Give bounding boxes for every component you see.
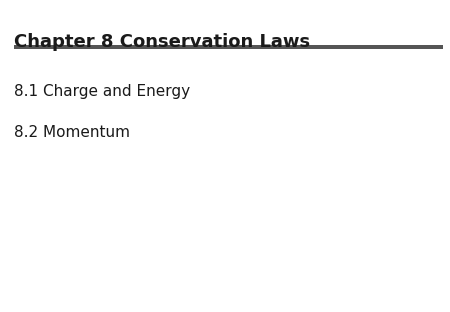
Text: 8.2 Momentum: 8.2 Momentum — [14, 125, 130, 140]
Text: Chapter 8 Conservation Laws: Chapter 8 Conservation Laws — [14, 33, 310, 51]
Text: 8.1 Charge and Energy: 8.1 Charge and Energy — [14, 84, 189, 99]
